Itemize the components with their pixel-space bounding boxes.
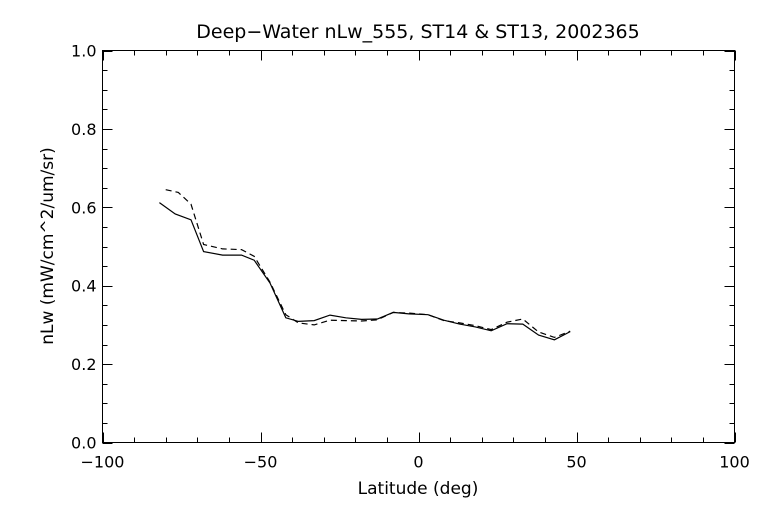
y-tick-label: 1.0 <box>71 42 96 61</box>
x-axis-label: Latitude (deg) <box>358 479 479 499</box>
series-lines <box>159 189 571 341</box>
plot-frame <box>102 50 735 443</box>
series-line-solid <box>159 202 571 341</box>
y-axis-label: nLw (mW/cm^2/um/sr) <box>38 147 58 345</box>
x-tick-label: 50 <box>566 453 586 472</box>
x-tick-label: 0 <box>413 453 423 472</box>
y-tick-label: 0.4 <box>71 277 96 296</box>
y-tick-label: 0.6 <box>71 198 96 217</box>
x-tick-label: −100 <box>81 453 125 472</box>
y-tick-label: 0.2 <box>71 355 96 374</box>
x-tick-label: 100 <box>719 453 750 472</box>
axis-ticks <box>102 50 736 444</box>
y-tick-label: 0.0 <box>71 434 96 453</box>
x-tick-label: −50 <box>244 453 278 472</box>
series-line-dashed <box>165 189 571 339</box>
y-tick-label: 0.8 <box>71 120 96 139</box>
tick-labels: −100 −50 0 50 100 0.0 0.2 0.4 0.6 0.8 1.0 <box>71 42 750 472</box>
chart-title: Deep−Water nLw_555, ST14 & ST13, 2002365 <box>196 21 640 43</box>
